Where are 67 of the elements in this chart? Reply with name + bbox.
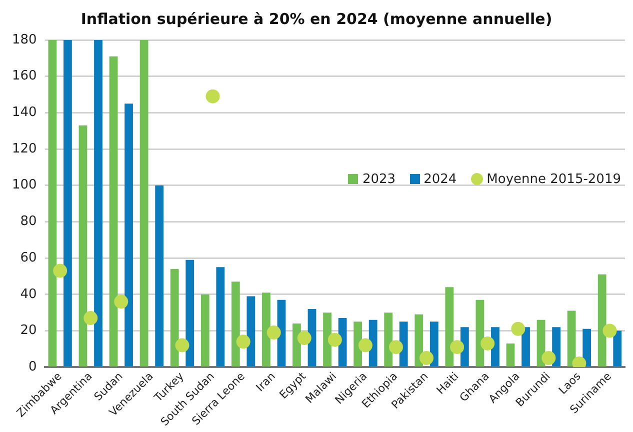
bar xyxy=(170,268,179,366)
bar xyxy=(140,40,148,366)
bar xyxy=(582,328,592,366)
bar xyxy=(262,292,270,366)
bar xyxy=(613,330,622,366)
bar xyxy=(368,320,378,366)
point xyxy=(297,331,312,346)
point xyxy=(206,89,220,104)
bar xyxy=(354,322,362,366)
bar xyxy=(491,327,500,366)
y-tick-label: 180 xyxy=(12,32,37,48)
y-tick-label: 60 xyxy=(20,250,37,266)
bar xyxy=(445,287,454,366)
y-tick-label: 80 xyxy=(20,214,37,230)
y-tick-label: 20 xyxy=(20,323,37,338)
point xyxy=(388,340,403,354)
bar xyxy=(476,300,484,366)
point xyxy=(542,351,556,365)
y-tick-label: 0 xyxy=(28,359,37,374)
bar xyxy=(399,322,408,366)
bar xyxy=(155,185,164,366)
y-tick-label: 40 xyxy=(20,286,37,302)
bar xyxy=(78,125,88,366)
bar xyxy=(567,310,576,366)
bar xyxy=(460,327,469,366)
chart-title: Inflation supérieure à 20% en 2024 (moyenne annuelle) xyxy=(80,10,554,28)
bar xyxy=(94,40,102,366)
y-tick-label: 100 xyxy=(12,178,37,193)
point xyxy=(358,338,372,352)
y-tick-label: 140 xyxy=(12,105,37,120)
legend-label: Moyenne 2015-2019 xyxy=(486,172,621,187)
bar xyxy=(64,40,72,366)
bar xyxy=(186,260,194,366)
bar xyxy=(522,327,530,366)
bar xyxy=(384,312,393,366)
bar xyxy=(598,274,606,366)
bar xyxy=(430,322,438,366)
bar xyxy=(323,312,332,366)
point xyxy=(328,332,342,347)
point xyxy=(175,338,190,352)
bar xyxy=(48,40,57,366)
legend-label: 2023 xyxy=(361,172,396,187)
bar xyxy=(292,323,301,366)
bar xyxy=(506,343,515,366)
y-tick-label: 160 xyxy=(12,68,37,84)
bar xyxy=(246,296,256,366)
point xyxy=(480,336,495,350)
point xyxy=(236,334,250,349)
bar xyxy=(231,282,240,366)
point xyxy=(266,326,281,340)
point xyxy=(511,322,526,336)
x-tick-label: Iran xyxy=(254,370,278,394)
point xyxy=(420,351,434,365)
point xyxy=(450,340,464,354)
bar xyxy=(414,314,424,366)
legend-label: 2024 xyxy=(422,172,457,187)
bar xyxy=(124,104,133,366)
bar xyxy=(552,327,560,366)
point xyxy=(114,294,128,309)
point xyxy=(53,264,68,278)
bar xyxy=(200,294,210,366)
point xyxy=(84,311,98,326)
bar xyxy=(109,56,118,366)
y-tick-label: 120 xyxy=(12,141,37,156)
bar xyxy=(277,300,286,366)
point xyxy=(602,324,617,338)
bar xyxy=(216,267,225,366)
